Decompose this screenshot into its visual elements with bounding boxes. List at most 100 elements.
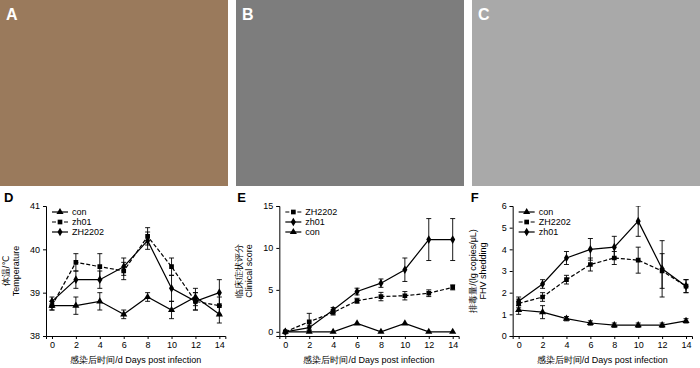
tick: 14 bbox=[682, 336, 692, 350]
error-bar bbox=[121, 258, 126, 275]
error-bar bbox=[612, 236, 617, 258]
tick: 5 bbox=[502, 223, 513, 233]
series-line bbox=[52, 241, 219, 302]
tick-mark bbox=[276, 248, 279, 249]
tick-mark bbox=[276, 206, 279, 207]
panel-label: F bbox=[471, 190, 479, 205]
tick-label: 5 bbox=[268, 285, 273, 295]
marker bbox=[73, 275, 78, 284]
panel-label: D bbox=[4, 190, 13, 205]
series-line bbox=[285, 240, 452, 332]
marker bbox=[403, 293, 408, 298]
marker bbox=[402, 265, 407, 274]
marker bbox=[425, 328, 432, 334]
tick-label: 10 bbox=[167, 340, 177, 350]
error-bar bbox=[636, 206, 641, 236]
tick: 12 bbox=[424, 336, 434, 350]
axis-line bbox=[43, 207, 47, 337]
tick-mark bbox=[52, 336, 53, 339]
tick-mark bbox=[333, 336, 334, 339]
error-bar bbox=[588, 258, 593, 271]
tick: 8 bbox=[379, 336, 384, 350]
panel-label: B bbox=[242, 6, 254, 23]
tick: 0 bbox=[50, 336, 55, 350]
tick-mark bbox=[429, 336, 430, 339]
tick-mark bbox=[43, 249, 46, 250]
error-bar bbox=[450, 219, 455, 261]
axis-line bbox=[280, 337, 459, 340]
tick-mark bbox=[43, 336, 46, 337]
marker bbox=[587, 319, 594, 325]
y-axis: 0123456 bbox=[502, 201, 514, 341]
tick-label: 8 bbox=[146, 340, 151, 350]
legend-marker bbox=[56, 208, 63, 214]
tick-mark bbox=[405, 336, 406, 339]
tick: 2 bbox=[502, 288, 513, 298]
legend: conZH2202zh01 bbox=[519, 207, 571, 237]
marker bbox=[306, 328, 313, 334]
series-line bbox=[519, 258, 686, 304]
y-axis-title: FHV shedding bbox=[478, 242, 488, 299]
legend-marker bbox=[524, 228, 529, 237]
tick-mark bbox=[566, 336, 567, 339]
tick-mark bbox=[590, 336, 591, 339]
tick: 1 bbox=[502, 310, 513, 320]
photo-panel: C bbox=[472, 0, 700, 186]
marker bbox=[355, 287, 360, 296]
legend-label: zh01 bbox=[539, 227, 559, 237]
marker bbox=[282, 328, 289, 334]
legend-label: ZH2202 bbox=[305, 207, 337, 217]
tick-mark bbox=[276, 290, 279, 291]
axis-line bbox=[47, 337, 226, 340]
tick-label: 14 bbox=[682, 340, 692, 350]
tick-mark bbox=[124, 336, 125, 339]
tick-label: 0 bbox=[502, 331, 507, 341]
axis-line bbox=[510, 207, 513, 337]
error-bar bbox=[169, 258, 174, 275]
legend-label: zh01 bbox=[72, 217, 92, 227]
tick-label: 6 bbox=[355, 340, 360, 350]
x-axis: 02468101214 bbox=[280, 336, 459, 350]
tick-mark bbox=[510, 293, 513, 294]
tick-label: 0 bbox=[517, 340, 522, 350]
error-bar bbox=[660, 241, 665, 297]
legend-marker bbox=[290, 228, 297, 234]
y-axis-title: Clinical score bbox=[244, 244, 254, 298]
marker bbox=[377, 328, 384, 334]
tick-mark bbox=[614, 336, 615, 339]
error-bar bbox=[588, 239, 593, 261]
tick-mark bbox=[510, 249, 513, 250]
tick: 10 bbox=[263, 243, 279, 253]
tick: 14 bbox=[215, 336, 225, 350]
tick: 10 bbox=[634, 336, 644, 350]
legend: ZH2202zh01con bbox=[285, 207, 337, 237]
marker bbox=[539, 308, 546, 314]
error-bar bbox=[73, 271, 78, 288]
legend-label: con bbox=[539, 207, 554, 217]
marker bbox=[588, 245, 593, 254]
tick-label: 8 bbox=[612, 340, 617, 350]
error-bar bbox=[540, 280, 545, 289]
legend-label: con bbox=[72, 207, 87, 217]
y-axis-title: 排毒量/(lg copies/μL) bbox=[468, 229, 478, 313]
x-axis: 02468101214 bbox=[47, 336, 226, 350]
tick: 2 bbox=[74, 336, 79, 350]
tick-label: 2 bbox=[541, 340, 546, 350]
error-bar bbox=[540, 293, 545, 302]
legend-entry: ZH2202 bbox=[285, 207, 337, 217]
marker bbox=[72, 302, 79, 308]
tick-label: 14 bbox=[215, 340, 225, 350]
tick-mark bbox=[543, 336, 544, 339]
x-axis-title: 感染后时间/d Days post infection bbox=[303, 355, 434, 365]
tick-label: 10 bbox=[263, 243, 273, 253]
panel-label: E bbox=[237, 190, 246, 205]
error-bar bbox=[193, 293, 198, 310]
tick-label: 4 bbox=[331, 340, 336, 350]
tick: 40 bbox=[30, 245, 46, 255]
panel-label: A bbox=[6, 6, 18, 23]
y-axis-title: Temperature bbox=[11, 246, 21, 297]
marker bbox=[635, 321, 642, 327]
tick-mark bbox=[381, 336, 382, 339]
tick-mark bbox=[148, 336, 149, 339]
error-bar bbox=[73, 254, 78, 271]
